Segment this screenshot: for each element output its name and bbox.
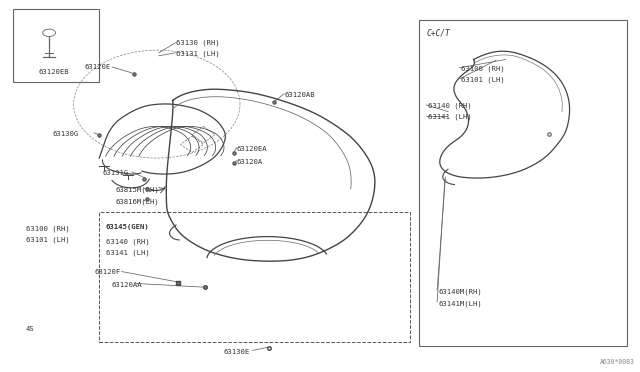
Text: 63140 (RH): 63140 (RH) xyxy=(428,103,471,109)
Text: 63100 (RH): 63100 (RH) xyxy=(26,225,69,232)
Text: 63131 (LH): 63131 (LH) xyxy=(176,51,220,57)
Bar xyxy=(13,9,99,82)
Text: A630*0083: A630*0083 xyxy=(600,359,635,365)
Text: 63145(GEN): 63145(GEN) xyxy=(106,224,149,230)
Text: 63130E: 63130E xyxy=(224,349,250,355)
Text: 63120EA: 63120EA xyxy=(237,146,268,152)
Bar xyxy=(419,20,627,346)
Text: 63120E: 63120E xyxy=(84,64,111,70)
Text: 63141M(LH): 63141M(LH) xyxy=(438,301,482,307)
Text: 63141 (LH): 63141 (LH) xyxy=(106,250,149,256)
Text: 63140M(RH): 63140M(RH) xyxy=(438,289,482,295)
Text: 63120AB: 63120AB xyxy=(285,92,316,98)
Text: 63120EB: 63120EB xyxy=(38,69,68,75)
Text: 4S: 4S xyxy=(26,326,35,332)
Bar xyxy=(99,212,410,342)
Text: 63131G: 63131G xyxy=(102,170,129,176)
Text: C+C/T: C+C/T xyxy=(427,29,451,38)
Text: 63101 (LH): 63101 (LH) xyxy=(26,237,69,243)
Text: 63130 (RH): 63130 (RH) xyxy=(176,39,220,46)
Text: 63130G: 63130G xyxy=(52,131,79,137)
Text: 63140 (RH): 63140 (RH) xyxy=(106,238,149,245)
Text: 63100 (RH): 63100 (RH) xyxy=(461,65,504,72)
Text: 63101 (LH): 63101 (LH) xyxy=(461,77,504,83)
Text: 63120A: 63120A xyxy=(237,159,263,165)
Text: 63815M(RH): 63815M(RH) xyxy=(115,186,159,193)
Text: 63120F: 63120F xyxy=(95,269,121,275)
Text: 63816M(LH): 63816M(LH) xyxy=(115,198,159,205)
Text: 63120AA: 63120AA xyxy=(112,282,143,288)
Text: 63141 (LH): 63141 (LH) xyxy=(428,114,471,121)
